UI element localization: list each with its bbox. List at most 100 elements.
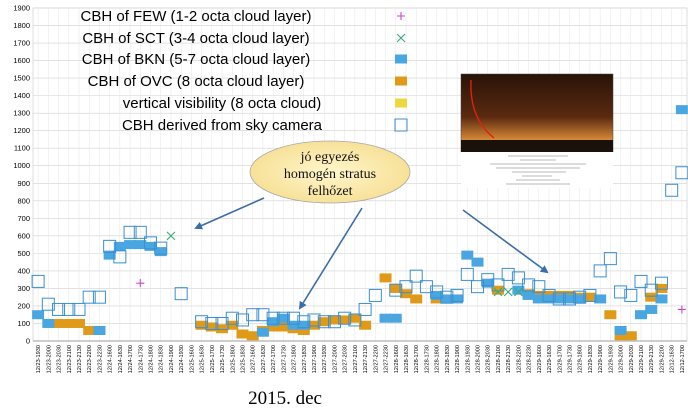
data-point (62, 318, 75, 328)
data-point (471, 257, 484, 267)
data-point (604, 310, 617, 320)
x-tick-label: 12/28-1800 (435, 345, 441, 373)
x-tick-label: 12/27-1730 (281, 345, 287, 373)
data-point (276, 311, 290, 325)
data-point (32, 310, 45, 320)
data-point (246, 331, 259, 341)
data-point (348, 313, 362, 327)
data-point (134, 240, 147, 250)
data-point (236, 329, 249, 339)
x-tick-label: 12/25-1600 (189, 345, 195, 373)
x-tick-label: 12/27-2000 (332, 345, 338, 373)
x-tick-label: 12/27-1800 (292, 345, 298, 373)
data-point (522, 278, 536, 292)
data-point (493, 287, 503, 297)
data-point (308, 320, 321, 330)
data-point (410, 294, 423, 304)
data-point (614, 285, 628, 299)
x-tick-label: 12/24-1900 (169, 345, 175, 373)
data-point (297, 325, 310, 335)
data-point (83, 325, 96, 335)
y-tick-label: 1500 (13, 74, 30, 83)
data-point (430, 285, 444, 299)
data-point (277, 313, 290, 323)
data-point (277, 322, 290, 332)
x-tick-label: 12/23-2200 (87, 345, 93, 373)
data-point (154, 241, 168, 255)
data-point (136, 279, 145, 288)
x-tick-label: 12/24-1600 (108, 345, 114, 373)
data-point (103, 250, 116, 260)
data-point (205, 322, 218, 332)
data-point (266, 311, 280, 325)
data-point (256, 327, 269, 337)
data-point (62, 302, 76, 316)
data-point (573, 294, 586, 304)
data-point (359, 320, 372, 330)
x-tick-label: 12/28-1730 (424, 345, 430, 373)
x-tick-label: 12/27-1900 (312, 345, 318, 373)
data-point (419, 280, 433, 294)
x-tick-label: 12/27-1700 (271, 345, 277, 373)
legend-label: CBH of FEW (1-2 octa cloud layer) (81, 8, 312, 25)
data-point (481, 278, 494, 288)
y-tick-label: 1600 (13, 56, 30, 65)
data-point (501, 267, 515, 281)
data-point (205, 316, 219, 330)
x-tick-label: 12/28-1930 (465, 345, 471, 373)
legend-label: CBH of OVC (8 octa cloud layer) (88, 73, 305, 90)
data-point (92, 290, 106, 304)
data-point (307, 313, 321, 327)
x-tick-label: 12/24-1730 (138, 345, 144, 373)
data-point (624, 288, 638, 302)
data-point (430, 290, 443, 300)
data-point (481, 273, 495, 287)
data-point (491, 285, 504, 295)
annotation-line-1: jó egyezés (300, 150, 360, 165)
legend-marker (395, 54, 407, 64)
data-point (267, 322, 280, 332)
data-point (573, 290, 587, 304)
sky-camera-photo (460, 73, 614, 188)
legend-marker (395, 76, 407, 86)
y-tick-label: 300 (17, 284, 30, 293)
x-tick-label: 12/28-2230 (527, 345, 533, 373)
data-point (471, 280, 485, 294)
x-tick-label: 12/27-2230 (384, 345, 390, 373)
data-point (368, 288, 382, 302)
data-point (563, 294, 576, 304)
data-point (645, 292, 658, 302)
data-point (399, 280, 413, 294)
data-point (603, 252, 617, 266)
data-point (440, 290, 454, 304)
x-tick-label: 12/27-2200 (373, 345, 379, 373)
data-point (226, 320, 239, 330)
y-tick-label: 900 (17, 179, 30, 188)
data-point (553, 294, 566, 304)
data-point (532, 294, 545, 304)
data-point (451, 294, 464, 304)
series-5 (31, 166, 688, 330)
x-tick-label: 12/27-2100 (353, 345, 359, 373)
photo-caption-lines (490, 155, 586, 185)
data-point (195, 320, 208, 330)
x-tick-label: 12/28-1830 (445, 345, 451, 373)
data-point (514, 287, 523, 297)
x-tick-label: 12/29-2130 (649, 345, 655, 373)
x-tick-label: 12/23-2030 (57, 345, 63, 373)
photo-frame (460, 73, 614, 153)
x-tick-label: 12/25-1700 (210, 345, 216, 373)
x-axis-label: 2015. dec (248, 388, 322, 409)
legend-marker (396, 33, 406, 43)
data-point (287, 311, 301, 325)
data-point (358, 302, 372, 316)
data-point (113, 241, 126, 251)
x-tick-label: 12/23-1930 (36, 345, 42, 373)
y-tick-label: 500 (17, 249, 30, 258)
data-point (124, 240, 137, 250)
x-axis: 12/23-1930 12/23-2000 12/23-2030 12/23-2100… (33, 340, 687, 373)
annotation-line-2: homogén stratus (284, 167, 376, 182)
x-tick-label: 12/28-2100 (496, 345, 502, 373)
data-point (41, 297, 55, 311)
x-tick-label: 12/28-1600 (394, 345, 400, 373)
